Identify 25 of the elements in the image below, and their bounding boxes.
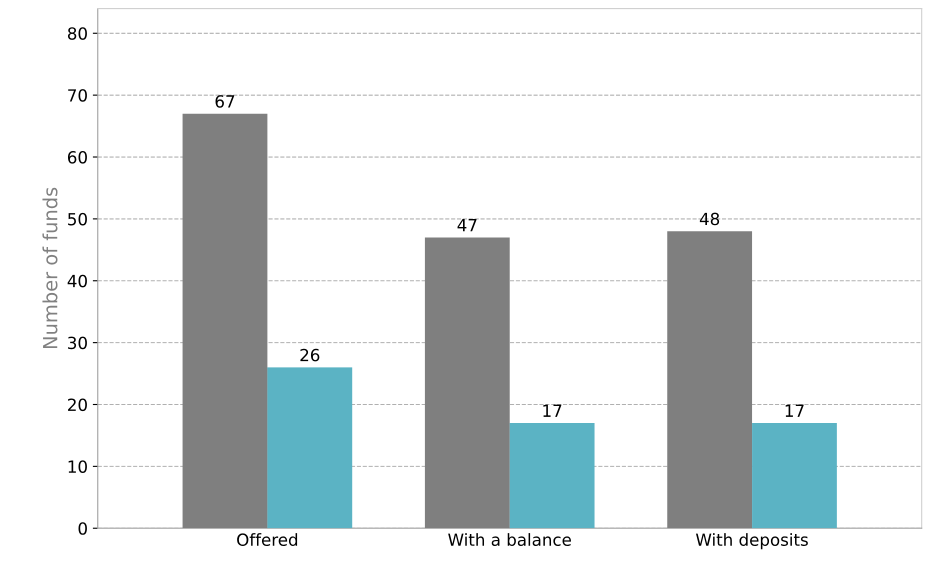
y-tick-label: 40 <box>68 274 87 288</box>
bar <box>424 237 510 528</box>
y-tick-label: 70 <box>68 89 87 102</box>
bar <box>667 231 752 528</box>
data-label: 48 <box>700 212 720 226</box>
x-tick-label: Offered <box>237 533 298 546</box>
y-tick-label: 20 <box>68 398 87 412</box>
data-label: 17 <box>786 404 804 417</box>
bar <box>267 367 352 528</box>
bar <box>752 423 837 528</box>
bar <box>182 114 268 528</box>
y-tick-label: 30 <box>68 336 87 350</box>
data-label: 17 <box>543 404 562 417</box>
data-label: 47 <box>458 219 476 232</box>
y-tick-label: 60 <box>68 150 87 164</box>
bar <box>510 423 595 528</box>
y-tick-label: 0 <box>78 522 87 535</box>
data-label: 67 <box>216 95 234 108</box>
data-label: 26 <box>300 348 320 362</box>
x-tick-label: With deposits <box>696 533 808 550</box>
x-tick-label: With a balance <box>448 533 571 546</box>
y-tick-label: 10 <box>68 460 87 473</box>
y-axis-title: Number of funds <box>42 188 58 348</box>
y-tick-label: 50 <box>68 212 87 226</box>
y-tick-label: 80 <box>68 27 87 40</box>
